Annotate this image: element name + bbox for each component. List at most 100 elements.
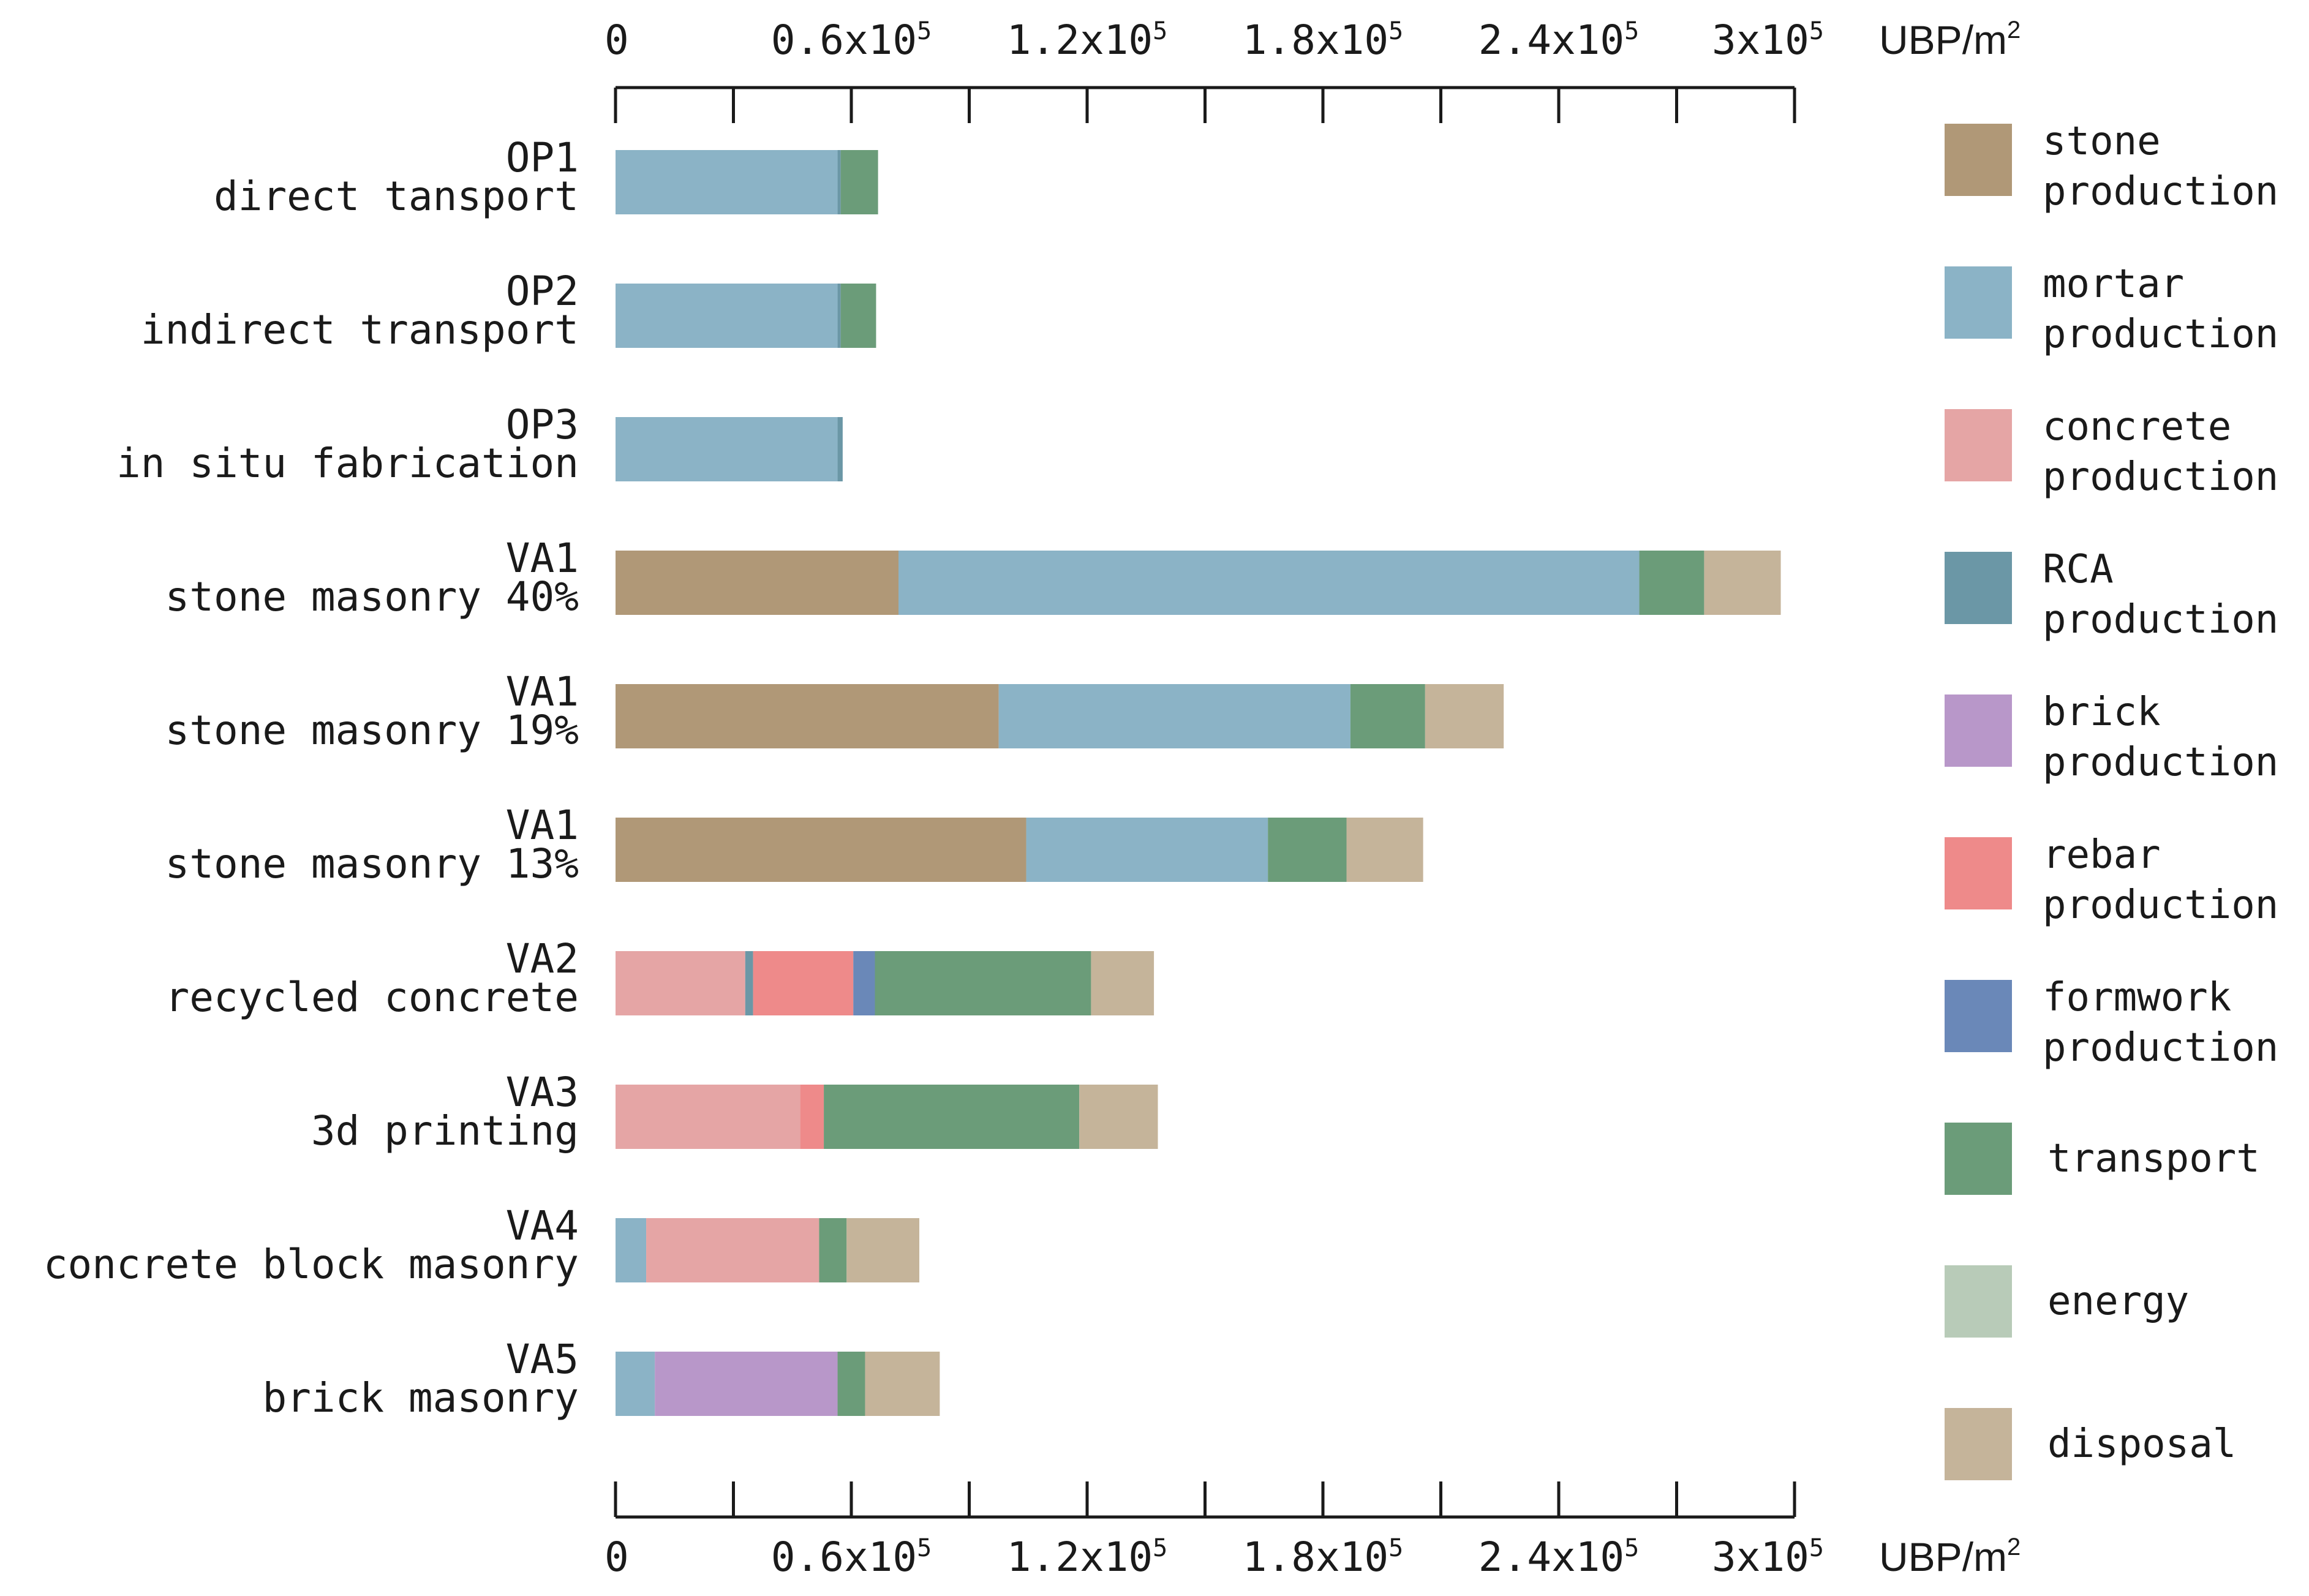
bar-rca-1	[837, 284, 841, 348]
bar-disposal-3	[1704, 551, 1781, 615]
category-code-3: VA1	[506, 535, 579, 582]
category-name-7: 3d printing	[311, 1107, 579, 1154]
bar-concrete-6	[616, 951, 745, 1015]
bar-stone-4	[616, 684, 999, 748]
bar-mortar-2	[616, 417, 838, 481]
legend-swatch-mortar	[1945, 266, 2012, 339]
legend-label-rca-line2: production	[2043, 597, 2278, 642]
category-code-6: VA2	[506, 935, 579, 982]
bar-disposal-7	[1079, 1085, 1158, 1149]
category-name-1: indirect transport	[141, 306, 579, 353]
legend-label-stone-line2: production	[2043, 169, 2278, 214]
legend-label-mortar-line1: mortar	[2043, 262, 2184, 307]
x-tick-label-bottom-4: 2.4x105	[1478, 1534, 1640, 1581]
bar-mortar-3	[898, 551, 1640, 615]
legend-label-stone-line1: stone	[2043, 119, 2161, 164]
category-name-9: brick masonry	[262, 1374, 579, 1421]
legend-swatch-formwork	[1945, 980, 2012, 1052]
bar-brick-9	[655, 1352, 838, 1416]
x-tick-label-bottom-2: 1.2x105	[1007, 1534, 1168, 1581]
legend-label-formwork-line2: production	[2043, 1025, 2278, 1071]
bar-stone-3	[616, 551, 898, 615]
bar-disposal-8	[846, 1218, 920, 1282]
legend-label-rebar-line1: rebar	[2043, 832, 2161, 878]
category-name-4: stone masonry 19%	[165, 707, 579, 754]
bar-stone-5	[616, 818, 1026, 882]
bar-mortar-1	[616, 284, 838, 348]
x-tick-label-top-4: 2.4x105	[1478, 17, 1640, 64]
bar-mortar-0	[616, 150, 838, 214]
legend-label-rebar-line2: production	[2043, 883, 2278, 928]
legend-swatch-stone	[1945, 124, 2012, 196]
bar-transport-9	[837, 1352, 865, 1416]
x-tick-label-top-1: 0.6x105	[771, 17, 932, 64]
category-name-0: direct tansport	[214, 173, 579, 220]
bar-transport-0	[840, 150, 878, 214]
category-name-6: recycled concrete	[165, 974, 579, 1021]
x-tick-label-bottom-3: 1.8x105	[1243, 1534, 1404, 1581]
bar-transport-7	[824, 1085, 1080, 1149]
x-tick-label-bottom-0: 0	[605, 1534, 629, 1581]
legend-swatch-concrete	[1945, 409, 2012, 481]
bar-concrete-7	[616, 1085, 800, 1149]
bar-rca-6	[745, 951, 753, 1015]
category-name-8: concrete block masonry	[43, 1241, 579, 1288]
x-tick-label-top-3: 1.8x105	[1243, 17, 1404, 64]
category-name-5: stone masonry 13%	[165, 840, 579, 887]
bar-rebar-7	[800, 1085, 824, 1149]
category-code-1: OP2	[506, 268, 579, 315]
bar-disposal-4	[1425, 684, 1504, 748]
legend-swatch-rca	[1945, 552, 2012, 624]
bar-mortar-5	[1026, 818, 1268, 882]
legend-label-concrete-line1: concrete	[2043, 404, 2231, 450]
legend-swatch-brick	[1945, 694, 2012, 767]
category-name-2: in situ fabrication	[116, 440, 579, 487]
legend-swatch-energy	[1945, 1265, 2012, 1338]
legend-swatch-rebar	[1945, 837, 2012, 909]
category-code-7: VA3	[506, 1069, 579, 1116]
category-code-5: VA1	[506, 802, 579, 849]
bar-disposal-9	[865, 1352, 940, 1416]
bar-mortar-8	[616, 1218, 647, 1282]
bar-disposal-6	[1091, 951, 1154, 1015]
legend-label-formwork-line1: formwork	[2043, 975, 2231, 1020]
x-tick-label-bottom-5: 3x105	[1712, 1534, 1824, 1581]
bar-concrete-8	[646, 1218, 819, 1282]
legend-label-transport: transport	[2047, 1136, 2260, 1181]
legend-label-mortar-line2: production	[2043, 312, 2278, 357]
legend-label-brick-line2: production	[2043, 740, 2278, 785]
legend-swatch-transport	[1945, 1123, 2012, 1195]
category-name-3: stone masonry 40%	[165, 573, 579, 620]
legend-label-energy: energy	[2047, 1279, 2189, 1324]
x-tick-label-top-2: 1.2x105	[1007, 17, 1168, 64]
x-tick-label-bottom-1: 0.6x105	[771, 1534, 932, 1581]
bar-transport-4	[1350, 684, 1425, 748]
x-unit-label-top: UBP/m2	[1879, 17, 2021, 62]
bar-rca-2	[837, 417, 843, 481]
legend-label-brick-line1: brick	[2043, 690, 2161, 735]
x-tick-label-top-0: 0	[605, 17, 629, 64]
legend-label-disposal: disposal	[2047, 1421, 2236, 1467]
category-code-8: VA4	[506, 1202, 579, 1249]
bar-transport-8	[819, 1218, 847, 1282]
legend-label-concrete-line2: production	[2043, 454, 2278, 500]
category-code-2: OP3	[506, 401, 579, 448]
bar-rebar-6	[753, 951, 854, 1015]
category-code-4: VA1	[506, 668, 579, 715]
bar-rca-0	[837, 150, 841, 214]
category-code-9: VA5	[506, 1336, 579, 1383]
legend-swatch-disposal	[1945, 1408, 2012, 1480]
bar-transport-5	[1268, 818, 1347, 882]
bar-transport-1	[840, 284, 876, 348]
bar-mortar-9	[616, 1352, 655, 1416]
x-tick-label-top-5: 3x105	[1712, 17, 1824, 64]
x-unit-label-bottom: UBP/m2	[1879, 1534, 2021, 1579]
bar-mortar-4	[998, 684, 1350, 748]
bar-disposal-5	[1346, 818, 1423, 882]
bar-transport-3	[1639, 551, 1704, 615]
bar-formwork-6	[853, 951, 875, 1015]
category-code-0: OP1	[506, 134, 579, 181]
bar-transport-6	[875, 951, 1091, 1015]
